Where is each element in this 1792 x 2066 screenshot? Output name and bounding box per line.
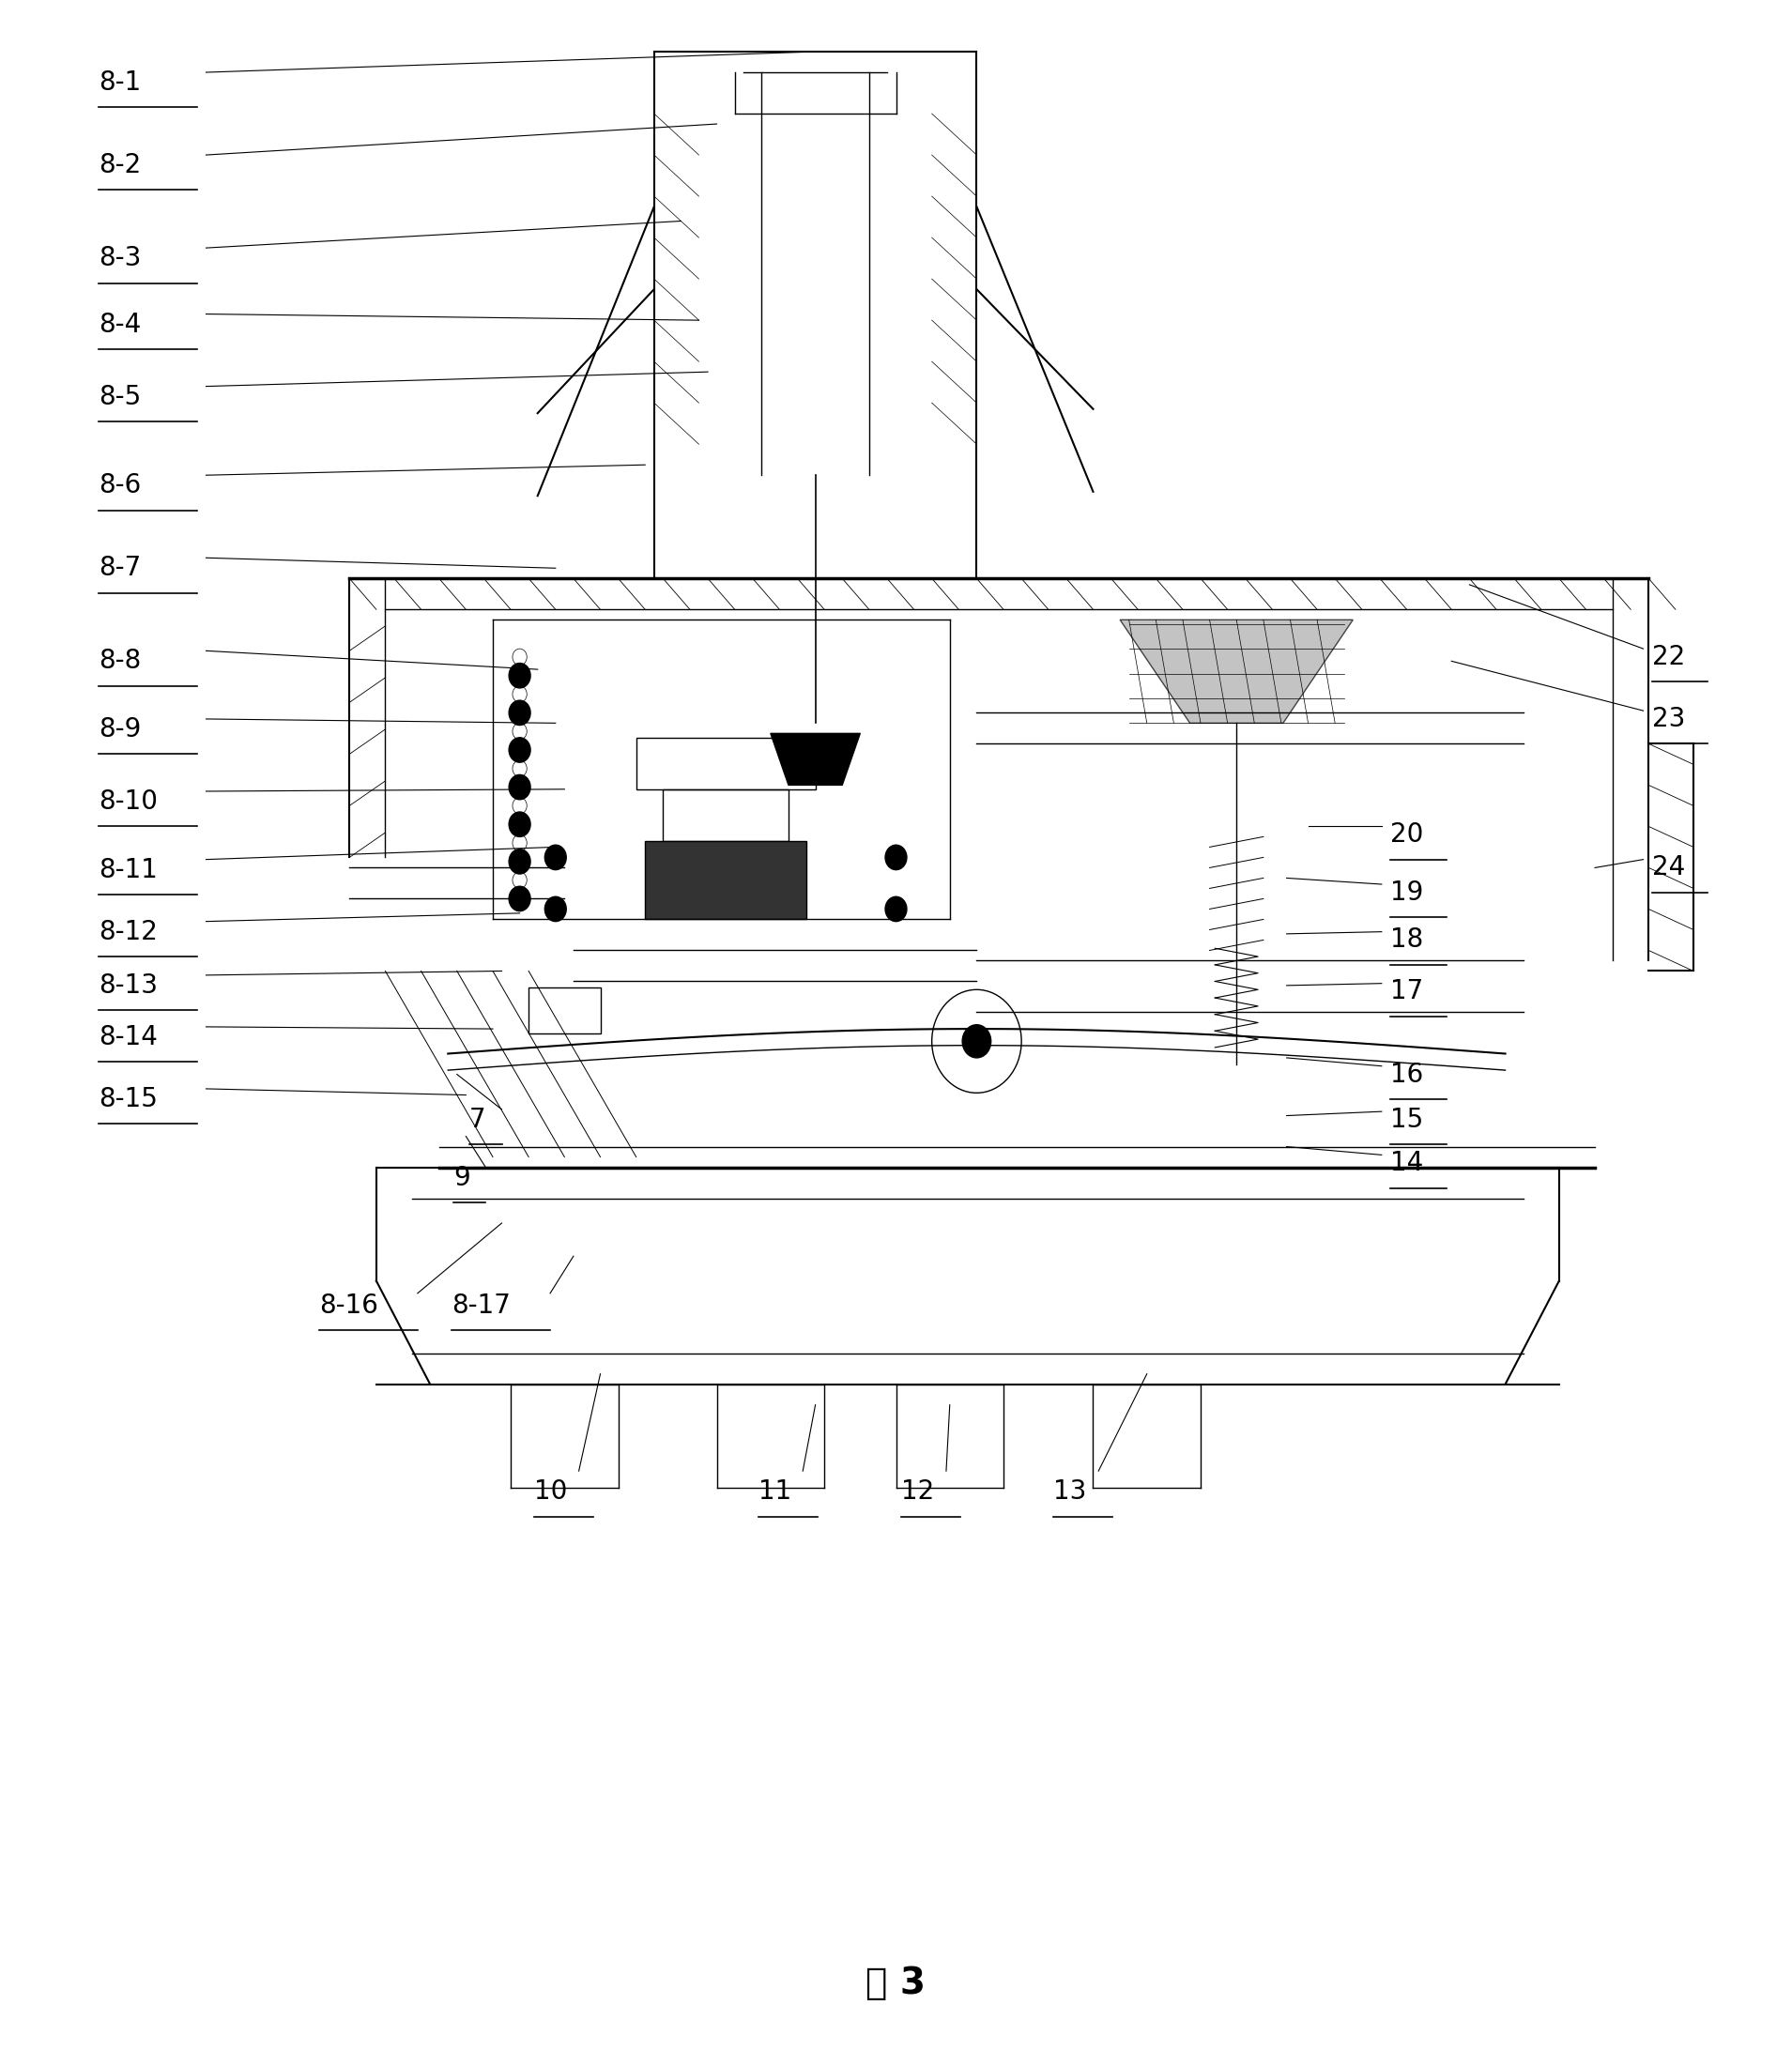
Text: 11: 11 — [758, 1479, 790, 1504]
Circle shape — [509, 738, 530, 762]
Polygon shape — [771, 733, 860, 785]
Circle shape — [962, 1025, 991, 1058]
Text: 10: 10 — [534, 1479, 568, 1504]
Text: 23: 23 — [1652, 707, 1686, 731]
Text: 8-14: 8-14 — [99, 1025, 158, 1050]
Text: 8-1: 8-1 — [99, 70, 142, 95]
Text: 8-12: 8-12 — [99, 919, 158, 944]
Circle shape — [509, 775, 530, 800]
Text: 8-8: 8-8 — [99, 649, 142, 674]
Text: 8-2: 8-2 — [99, 153, 142, 178]
Bar — [529, 988, 600, 1033]
Text: 12: 12 — [901, 1479, 934, 1504]
Text: 8-16: 8-16 — [319, 1293, 378, 1318]
Text: 14: 14 — [1391, 1151, 1423, 1176]
Text: 22: 22 — [1652, 645, 1684, 669]
Text: 16: 16 — [1391, 1062, 1423, 1087]
Circle shape — [509, 663, 530, 688]
Polygon shape — [1120, 620, 1353, 723]
Text: 8-10: 8-10 — [99, 789, 158, 814]
Text: 8-5: 8-5 — [99, 384, 142, 409]
Text: 15: 15 — [1391, 1107, 1423, 1132]
Bar — [636, 738, 815, 789]
Text: 8-13: 8-13 — [99, 973, 158, 998]
Text: 9: 9 — [453, 1165, 470, 1190]
Bar — [645, 841, 806, 919]
Text: 8-3: 8-3 — [99, 246, 142, 271]
Circle shape — [545, 897, 566, 921]
Text: 20: 20 — [1391, 822, 1425, 847]
Text: 7: 7 — [470, 1107, 486, 1132]
Circle shape — [509, 886, 530, 911]
Text: 8-6: 8-6 — [99, 473, 142, 498]
Text: 17: 17 — [1391, 979, 1423, 1004]
Text: 24: 24 — [1652, 855, 1684, 880]
Bar — [663, 789, 788, 841]
Text: 8-7: 8-7 — [99, 556, 142, 581]
Text: 18: 18 — [1391, 928, 1423, 952]
Text: 8-9: 8-9 — [99, 717, 142, 742]
Text: 13: 13 — [1054, 1479, 1088, 1504]
Circle shape — [509, 700, 530, 725]
Circle shape — [509, 849, 530, 874]
Circle shape — [885, 845, 907, 870]
Text: 8-11: 8-11 — [99, 857, 158, 882]
Text: 8-15: 8-15 — [99, 1087, 158, 1112]
Circle shape — [545, 845, 566, 870]
Circle shape — [885, 897, 907, 921]
Text: 19: 19 — [1391, 880, 1425, 905]
Text: 8-4: 8-4 — [99, 312, 142, 337]
Circle shape — [509, 812, 530, 837]
Text: 8-17: 8-17 — [452, 1293, 511, 1318]
Text: 图 3: 图 3 — [866, 1965, 926, 2002]
